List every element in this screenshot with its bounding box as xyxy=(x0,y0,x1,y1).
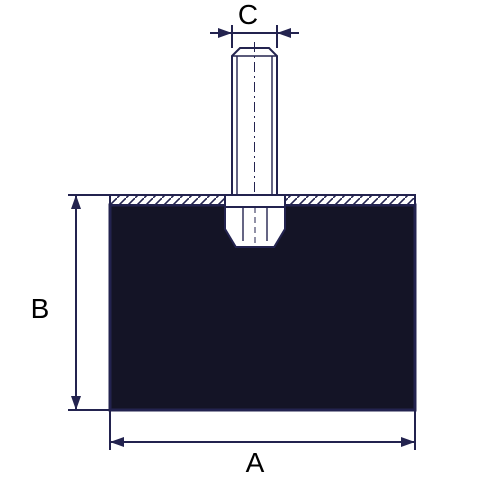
hex-shoulder xyxy=(225,195,285,207)
dimension-c-label: C xyxy=(238,0,258,30)
dimension-a-label: A xyxy=(246,447,265,478)
dimension-b-label: B xyxy=(31,293,50,324)
